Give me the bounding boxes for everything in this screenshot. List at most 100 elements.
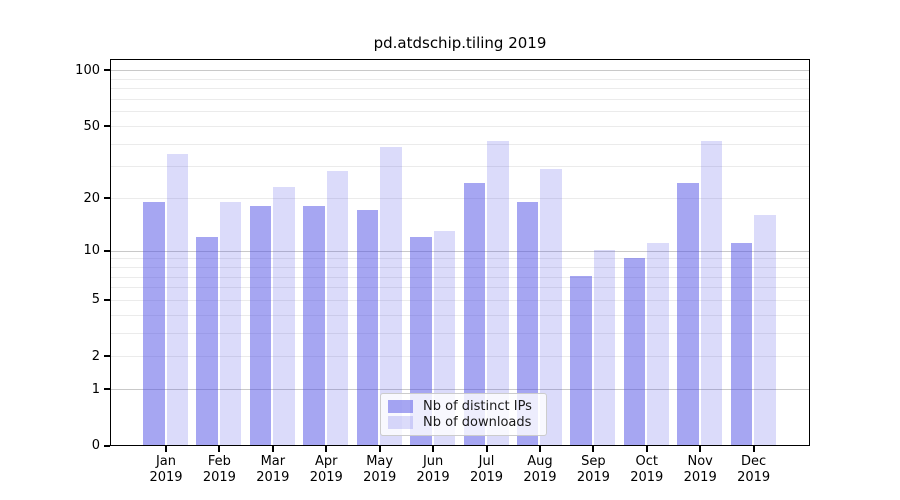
x-tick-month-apr: Apr [315, 454, 338, 469]
gridline-minor-6 [111, 287, 809, 289]
bar-nb-of-downloads-jul [487, 141, 509, 445]
gridline-minor-30 [111, 166, 809, 168]
x-tick-month-jul: Jul [478, 454, 495, 469]
bar-nb-of-distinct-ips-nov [677, 183, 699, 445]
x-tick-year-oct: 2019 [630, 470, 664, 485]
chart-title: pd.atdschip.tiling 2019 [373, 34, 547, 52]
x-tick-mark-nov [699, 446, 702, 452]
gridline-minor-8 [111, 266, 809, 268]
x-tick-label-jul: Jul 2019 [455, 454, 519, 486]
x-tick-month-mar: Mar [260, 454, 286, 469]
x-tick-month-nov: Nov [687, 454, 713, 469]
y-tick-mark-2 [104, 355, 110, 358]
bar-nb-of-distinct-ips-aug [516, 201, 539, 445]
x-tick-year-dec: 2019 [737, 470, 771, 485]
y-tick-mark-50 [104, 125, 110, 127]
x-tick-mark-may [378, 446, 381, 452]
bar-nb-of-downloads-dec [754, 214, 776, 445]
gridline-minor-40 [111, 143, 809, 145]
bar-nb-of-downloads-oct [647, 243, 669, 445]
x-tick-month-jun: Jun [422, 454, 444, 469]
x-tick-mark-aug [538, 446, 541, 452]
x-tick-month-sep: Sep [581, 454, 606, 469]
plot-area [110, 59, 810, 446]
legend-row-downloads: Nb of downloads [388, 415, 538, 431]
x-tick-year-jan: 2019 [149, 470, 183, 485]
x-tick-year-nov: 2019 [683, 470, 717, 485]
y-tick-label-5: 5 [91, 292, 100, 308]
bar-nb-of-downloads-jan [166, 153, 188, 445]
bar-nb-of-downloads-sep [593, 250, 616, 445]
x-tick-label-dec: Dec 2019 [722, 454, 786, 486]
gridline-minor-2 [111, 356, 809, 358]
bar-nb-of-distinct-ips-sep [570, 276, 592, 445]
legend: Nb of distinct IPs Nb of downloads [380, 393, 547, 436]
y-tick-mark-20 [104, 197, 110, 200]
bar-nb-of-downloads-jun [433, 230, 456, 445]
y-tick-mark-100 [104, 69, 110, 72]
x-tick-mark-mar [271, 446, 274, 452]
bar-nb-of-distinct-ips-oct [623, 257, 646, 445]
legend-swatch-distinct-ips [388, 399, 413, 413]
x-tick-month-oct: Oct [635, 454, 658, 469]
x-tick-month-dec: Dec [741, 454, 767, 469]
bar-nb-of-distinct-ips-jan [143, 201, 165, 445]
x-tick-label-feb: Feb 2019 [187, 454, 251, 486]
x-tick-mark-sep [592, 446, 595, 452]
legend-swatch-downloads [388, 416, 413, 430]
y-tick-mark-1 [104, 388, 110, 391]
y-tick-label-10: 10 [83, 243, 100, 259]
x-tick-month-aug: Aug [527, 454, 553, 469]
x-tick-mark-jan [165, 446, 167, 452]
gridline-minor-5 [111, 299, 809, 301]
gridline-minor-60 [111, 111, 809, 113]
x-tick-mark-feb [218, 446, 221, 452]
x-tick-year-jul: 2019 [469, 470, 504, 485]
x-tick-label-aug: Aug 2019 [508, 454, 572, 486]
bar-nb-of-distinct-ips-jun [410, 236, 432, 445]
x-tick-label-jun: Jun 2019 [401, 454, 465, 486]
legend-row-distinct-ips: Nb of distinct IPs [388, 398, 538, 414]
x-tick-label-sep: Sep 2019 [561, 454, 625, 486]
gridline-major-100 [111, 70, 809, 72]
gridline-major-1 [111, 389, 809, 391]
x-tick-month-feb: Feb [207, 454, 231, 469]
gridline-minor-90 [111, 78, 809, 80]
bar-nb-of-distinct-ips-jul [463, 183, 486, 445]
gridline-minor-9 [111, 258, 809, 260]
bar-nb-of-distinct-ips-apr [303, 205, 325, 445]
gridline-minor-3 [111, 332, 809, 334]
x-tick-mark-dec [752, 446, 755, 452]
x-tick-year-feb: 2019 [202, 470, 236, 485]
gridline-minor-20 [111, 198, 809, 200]
y-tick-mark-10 [104, 249, 110, 252]
bar-nb-of-distinct-ips-mar [249, 205, 272, 445]
x-tick-mark-jun [432, 446, 435, 452]
x-tick-label-oct: Oct 2019 [615, 454, 679, 486]
bar-nb-of-distinct-ips-dec [730, 243, 753, 445]
x-tick-year-jun: 2019 [416, 470, 450, 485]
x-tick-mark-jul [485, 446, 488, 452]
legend-label-downloads: Nb of downloads [423, 415, 532, 431]
bar-nb-of-downloads-nov [700, 141, 723, 445]
legend-label-distinct-ips: Nb of distinct IPs [423, 398, 532, 414]
x-tick-label-apr: Apr 2019 [294, 454, 358, 486]
x-tick-month-may: May [366, 454, 394, 469]
y-tick-label-0: 0 [91, 438, 100, 453]
gridline-minor-50 [111, 126, 809, 127]
bar-nb-of-distinct-ips-may [356, 210, 379, 445]
x-tick-year-aug: 2019 [523, 470, 557, 485]
gridline-major-10 [111, 250, 809, 252]
gridline-minor-80 [111, 88, 809, 90]
x-tick-year-mar: 2019 [256, 470, 290, 485]
gridline-minor-7 [111, 276, 809, 278]
x-tick-month-jan: Jan [155, 454, 177, 469]
bar-nb-of-downloads-may [380, 147, 402, 445]
y-tick-label-2: 2 [91, 348, 100, 364]
bar-nb-of-downloads-feb [219, 201, 242, 445]
bar-nb-of-downloads-aug [540, 168, 562, 445]
x-tick-mark-apr [325, 446, 328, 452]
x-tick-year-sep: 2019 [576, 470, 610, 485]
y-tick-label-50: 50 [83, 118, 100, 134]
